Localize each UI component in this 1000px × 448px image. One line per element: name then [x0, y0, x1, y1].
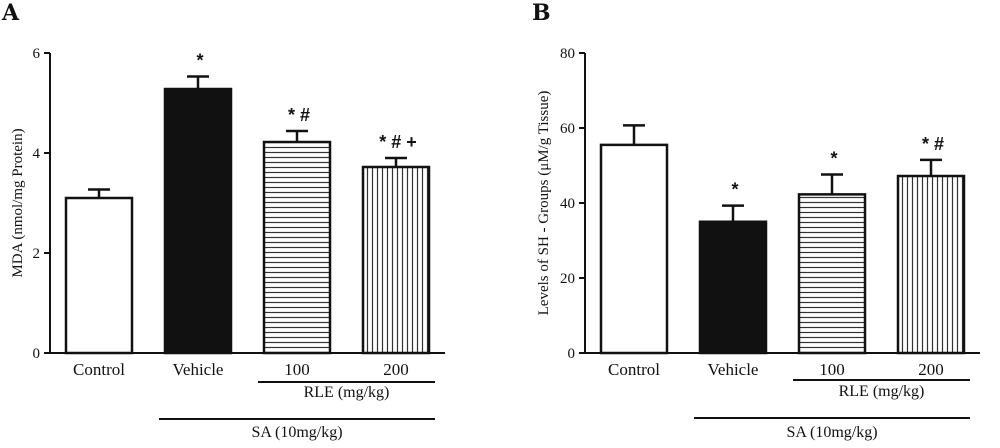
- chart-panel-a: 0 2 4 6 MDA (nmol/mg Protein) Control * Vehicle…: [10, 46, 445, 441]
- x-tick-label: 200: [918, 360, 944, 379]
- panel-letter-b: B: [532, 0, 551, 26]
- y-axis-label: Levels of SH - Groups (μM/g Tissue): [536, 91, 552, 316]
- bar-vehicle: [163, 87, 233, 355]
- y-tick-label: 60: [560, 121, 575, 137]
- bar-vehicle: [698, 220, 768, 355]
- y-tick-label: 20: [560, 271, 575, 287]
- x-tick-label: Vehicle: [708, 360, 759, 379]
- y-tick-label: 6: [33, 46, 41, 62]
- bar-100: [797, 193, 867, 355]
- significance-label: * # +: [379, 132, 417, 152]
- significance-label: * #: [922, 134, 944, 154]
- y-tick-label: 2: [33, 246, 41, 262]
- bar-100: [262, 140, 332, 355]
- y-tick-label: 0: [33, 346, 41, 362]
- x-tick-label: Control: [608, 360, 660, 379]
- y-tick-label: 40: [560, 196, 575, 212]
- significance-label: *: [830, 149, 837, 169]
- significance-label: * #: [288, 105, 310, 125]
- x-tick-label: 100: [819, 360, 845, 379]
- group-label: SA (10mg/kg): [786, 424, 877, 441]
- x-tick-label: 100: [284, 360, 310, 379]
- significance-label: *: [731, 180, 738, 200]
- bar-control: [599, 143, 669, 355]
- y-axis-label: MDA (nmol/mg Protein): [10, 128, 26, 277]
- group-label: RLE (mg/kg): [304, 384, 390, 401]
- significance-label: *: [196, 51, 203, 71]
- chart-panel-b: 0 20 40 60 80 Levels of SH - Groups (μM/g Tis…: [536, 46, 980, 441]
- x-tick-label: 200: [383, 360, 409, 379]
- x-tick-label: Control: [73, 360, 125, 379]
- y-tick-label: 0: [568, 346, 576, 362]
- bar-200: [896, 174, 966, 355]
- y-tick-label: 80: [560, 46, 575, 62]
- group-label: SA (10mg/kg): [251, 424, 342, 441]
- group-label: RLE (mg/kg): [839, 383, 925, 400]
- x-tick-label: Vehicle: [173, 360, 224, 379]
- bar-control: [64, 196, 134, 355]
- panel-letter-a: A: [1, 0, 20, 26]
- y-tick-label: 4: [33, 146, 41, 162]
- bar-200: [361, 165, 431, 355]
